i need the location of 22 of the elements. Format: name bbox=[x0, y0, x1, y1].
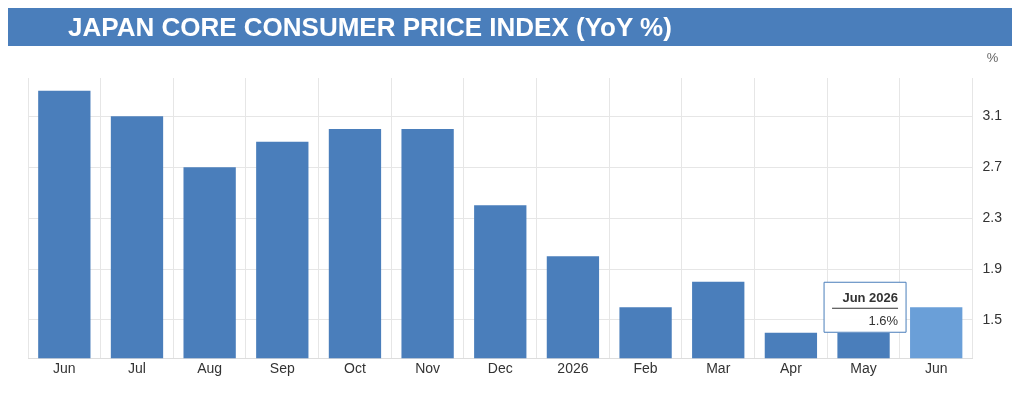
y-tick-label: 2.7 bbox=[982, 158, 1003, 175]
y-tick-label: 3.1 bbox=[982, 107, 1003, 124]
x-tick-label: Mar bbox=[706, 360, 731, 377]
x-tick-label: Jul bbox=[128, 360, 146, 377]
x-tick-label: May bbox=[850, 360, 877, 377]
x-tick-label: 2026 bbox=[557, 360, 589, 377]
y-tick-label: 1.9 bbox=[982, 259, 1003, 276]
x-tick-label: Jun bbox=[53, 360, 76, 377]
x-tick-label: Sep bbox=[269, 360, 295, 377]
annotation: Jun 2026 bbox=[842, 290, 899, 306]
chart-title: JAPAN CORE CONSUMER PRICE INDEX (YoY %) bbox=[8, 8, 1012, 46]
x-tick-label: Feb bbox=[633, 360, 658, 377]
y-tick-label: 2.3 bbox=[982, 208, 1003, 225]
annotation: 1.6% bbox=[868, 313, 899, 329]
x-tick-label: Oct bbox=[344, 360, 366, 377]
x-tick-label: Dec bbox=[487, 360, 513, 377]
x-tick-label: Aug bbox=[197, 360, 223, 377]
x-tick-label: Apr bbox=[780, 360, 803, 377]
x-tick-label: Jun bbox=[924, 360, 948, 377]
x-tick-label: Nov bbox=[415, 360, 441, 377]
y-axis-title: % bbox=[986, 50, 999, 65]
y-tick-label: 1.5 bbox=[982, 310, 1003, 327]
